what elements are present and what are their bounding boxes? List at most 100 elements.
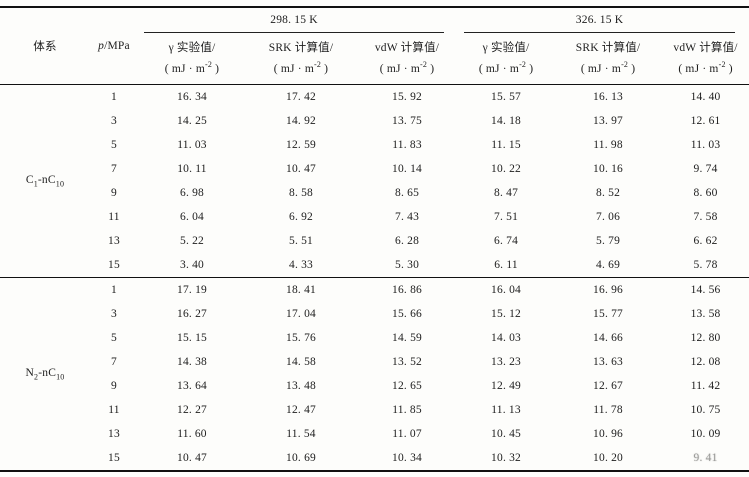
- value-cell: 14. 18: [491, 115, 521, 127]
- value-cell: 11. 03: [690, 139, 721, 151]
- pressure-cell: 7: [111, 356, 117, 368]
- col-header-vdw-calc-298: vdW 计算值/ ( mJ · m-2 ): [356, 34, 459, 85]
- value-cell: 10. 14: [392, 163, 422, 175]
- pressure-cell: 5: [111, 139, 117, 151]
- value-cell: 15. 12: [491, 308, 521, 320]
- data-table: 体系 p/MPa 298. 15 K 326. 15 K γ 实验值/ ( mJ…: [0, 6, 749, 472]
- value-cell: 16. 13: [593, 91, 623, 103]
- value-cell: 16. 96: [593, 284, 623, 296]
- value-cell: 16. 34: [177, 91, 207, 103]
- value-cell: 14. 58: [286, 356, 316, 368]
- table-row: 7 14. 38 14. 58 13. 52 13. 23 13. 63 12. 08: [0, 350, 749, 374]
- pressure-cell: 1: [111, 91, 117, 103]
- col-header-pressure: p/MPa: [90, 7, 138, 85]
- value-cell: 12. 47: [286, 404, 316, 416]
- system-group-1: N2-nC10 1 17. 19 18. 41 16. 86 16. 04 16. 96 14…: [0, 278, 749, 472]
- value-cell: 4. 33: [289, 259, 313, 271]
- value-cell: 6. 62: [693, 235, 718, 247]
- table-row: 13 5. 22 5. 51 6. 28 6. 74 5. 79 6. 62: [0, 229, 749, 253]
- value-cell: 13. 75: [392, 115, 422, 127]
- system-label: N2-nC10: [25, 366, 65, 382]
- value-cell: 15. 66: [392, 308, 422, 320]
- value-cell: 10. 34: [392, 452, 422, 464]
- value-cell: 3. 40: [180, 259, 204, 271]
- col-header-system: 体系: [0, 7, 90, 85]
- value-cell: 14. 03: [491, 332, 521, 344]
- value-cell: 11. 85: [392, 404, 422, 416]
- value-cell: 11. 07: [392, 428, 422, 440]
- value-cell: 13. 52: [392, 356, 422, 368]
- table-row: 15 10. 47 10. 69 10. 34 10. 32 10. 20 9. 41: [0, 446, 749, 471]
- value-cell: 5. 30: [395, 259, 420, 271]
- value-cell: 9. 41: [693, 452, 718, 464]
- value-cell: 6. 11: [494, 259, 518, 271]
- value-cell: 14. 92: [286, 115, 316, 127]
- table-row: 13 11. 60 11. 54 11. 07 10. 45 10. 96 10. 09: [0, 422, 749, 446]
- value-cell: 9. 74: [693, 163, 718, 175]
- value-cell: 10. 32: [491, 452, 521, 464]
- pressure-cell: 9: [111, 380, 117, 392]
- value-cell: 14. 38: [177, 356, 207, 368]
- value-cell: 15. 92: [392, 91, 422, 103]
- pressure-cell: 13: [108, 428, 120, 440]
- temp-header-298: 298. 15 K: [138, 7, 458, 34]
- value-cell: 12. 61: [690, 115, 721, 127]
- value-cell: 6. 98: [180, 187, 204, 199]
- value-cell: 8. 65: [395, 187, 420, 199]
- table-row: 9 13. 64 13. 48 12. 65 12. 49 12. 67 11. 42: [0, 374, 749, 398]
- value-cell: 8. 58: [289, 187, 313, 199]
- value-cell: 12. 80: [690, 332, 721, 344]
- value-cell: 8. 60: [693, 187, 718, 199]
- table-row: 15 3. 40 4. 33 5. 30 6. 11 4. 69 5. 78: [0, 253, 749, 278]
- system-group-0: C1-nC10 1 16. 34 17. 42 15. 92 15. 57 16. 13 14…: [0, 85, 749, 278]
- value-cell: 10. 45: [491, 428, 521, 440]
- value-cell: 16. 04: [491, 284, 521, 296]
- value-cell: 7. 06: [596, 211, 621, 223]
- value-cell: 17. 42: [286, 91, 316, 103]
- value-cell: 10. 09: [690, 428, 721, 440]
- col-header-gamma-exp-326: γ 实验值/ ( mJ · m-2 ): [458, 34, 555, 85]
- table-row: 11 6. 04 6. 92 7. 43 7. 51 7. 06 7. 58: [0, 205, 749, 229]
- col-header-srk-calc-298: SRK 计算值/ ( mJ · m-2 ): [246, 34, 356, 85]
- value-cell: 6. 74: [494, 235, 519, 247]
- table-row: 7 10. 11 10. 47 10. 14 10. 22 10. 16 9. 74: [0, 157, 749, 181]
- pressure-cell: 7: [111, 163, 117, 175]
- value-cell: 7. 43: [395, 211, 420, 223]
- pressure-cell: 3: [111, 308, 117, 320]
- value-cell: 6. 28: [395, 235, 420, 247]
- value-cell: 12. 65: [392, 380, 422, 392]
- value-cell: 13. 48: [286, 380, 316, 392]
- value-cell: 11. 98: [593, 139, 623, 151]
- value-cell: 17. 19: [177, 284, 207, 296]
- value-cell: 5. 51: [289, 235, 313, 247]
- value-cell: 11. 78: [593, 404, 623, 416]
- value-cell: 13. 63: [593, 356, 623, 368]
- value-cell: 10. 16: [593, 163, 623, 175]
- table-row: 3 16. 27 17. 04 15. 66 15. 12 15. 77 13. 58: [0, 302, 749, 326]
- value-cell: 11. 13: [491, 404, 521, 416]
- col-header-gamma-exp-298: γ 实验值/ ( mJ · m-2 ): [138, 34, 246, 85]
- value-cell: 13. 64: [177, 380, 207, 392]
- table-row: C1-nC10 1 16. 34 17. 42 15. 92 15. 57 16. 13 14…: [0, 85, 749, 188]
- col-header-srk-calc-326: SRK 计算值/ ( mJ · m-2 ): [554, 34, 663, 85]
- value-cell: 18. 41: [286, 284, 316, 296]
- value-cell: 15. 76: [286, 332, 316, 344]
- value-cell: 15. 57: [491, 91, 521, 103]
- pressure-cell: 11: [108, 211, 120, 223]
- pressure-cell: 11: [108, 404, 120, 416]
- pressure-cell: 3: [111, 115, 117, 127]
- value-cell: 8. 52: [596, 187, 621, 199]
- value-cell: 14. 56: [690, 284, 721, 296]
- pressure-cell: 15: [108, 452, 120, 464]
- value-cell: 11. 54: [286, 428, 316, 440]
- table-row: 5 11. 03 12. 59 11. 83 11. 15 11. 98 11. 03: [0, 133, 749, 157]
- value-cell: 10. 47: [286, 163, 316, 175]
- value-cell: 11. 83: [392, 139, 422, 151]
- value-cell: 14. 66: [593, 332, 623, 344]
- value-cell: 15. 77: [593, 308, 623, 320]
- value-cell: 6. 92: [289, 211, 313, 223]
- value-cell: 12. 49: [491, 380, 521, 392]
- value-cell: 10. 20: [593, 452, 623, 464]
- value-cell: 11. 42: [690, 380, 721, 392]
